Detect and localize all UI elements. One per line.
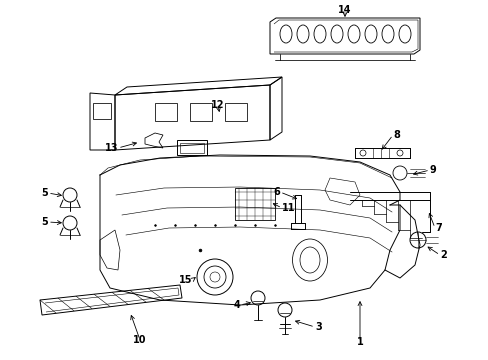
Text: 5: 5 [41, 217, 48, 227]
Text: 4: 4 [233, 300, 240, 310]
Text: 8: 8 [392, 130, 399, 140]
Text: 1: 1 [356, 337, 363, 347]
Text: 6: 6 [273, 187, 280, 197]
Text: 9: 9 [429, 165, 436, 175]
Text: 3: 3 [314, 322, 321, 332]
Bar [190, 103, 212, 121]
Bar [235, 188, 274, 220]
Text: 5: 5 [41, 188, 48, 198]
Bar [177, 140, 206, 155]
Text: 10: 10 [133, 335, 146, 345]
Text: 7: 7 [434, 223, 441, 233]
Bar [93, 103, 111, 119]
Bar [180, 143, 203, 153]
Bar [224, 103, 246, 121]
Text: 11: 11 [282, 203, 295, 213]
Text: 12: 12 [211, 100, 224, 110]
Text: 13: 13 [104, 143, 118, 153]
Text: 15: 15 [178, 275, 192, 285]
Bar [155, 103, 177, 121]
Text: 2: 2 [439, 250, 446, 260]
Text: 14: 14 [338, 5, 351, 15]
